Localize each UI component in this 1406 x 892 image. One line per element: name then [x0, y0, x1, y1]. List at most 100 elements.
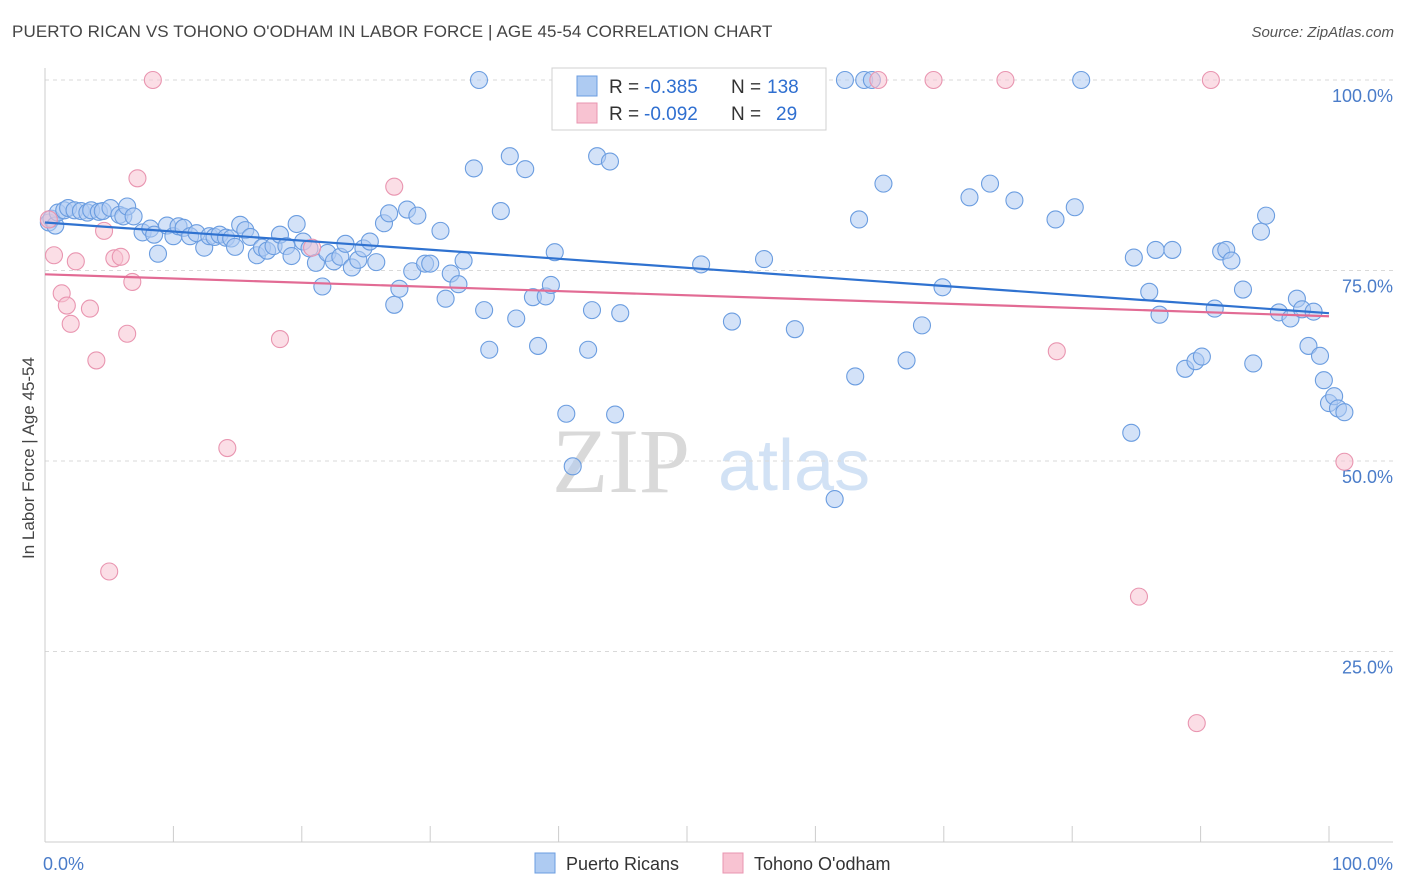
- trend-line-puerto-ricans: [44, 221, 1330, 315]
- point-puerto-ricans: [1314, 371, 1333, 390]
- point-puerto-ricans: [692, 255, 711, 274]
- point-puerto-ricans: [408, 206, 427, 225]
- bottom-legend-label-tohono-oodham: Tohono O'odham: [754, 854, 891, 874]
- point-puerto-ricans: [516, 160, 535, 179]
- point-puerto-ricans: [582, 301, 602, 320]
- point-puerto-ricans: [421, 254, 440, 273]
- point-puerto-ricans: [1335, 403, 1354, 422]
- point-puerto-ricans: [1122, 423, 1141, 442]
- point-puerto-ricans: [563, 457, 582, 476]
- point-puerto-ricans: [507, 309, 526, 328]
- data-points: [39, 70, 1354, 733]
- point-puerto-ricans: [1244, 354, 1263, 373]
- point-puerto-ricans: [1140, 282, 1159, 301]
- y-tick-label: 50.0%: [1342, 467, 1393, 487]
- point-puerto-ricans: [390, 279, 409, 298]
- source-credit: Source: ZipAtlas.com: [1251, 24, 1394, 41]
- point-tohono-oodham: [44, 246, 64, 265]
- legend-n-value-puerto-ricans: 138: [767, 77, 799, 98]
- point-puerto-ricans: [1065, 198, 1084, 217]
- legend-swatch-tohono-oodham: [576, 102, 598, 124]
- legend-n-label: N =: [731, 104, 761, 125]
- point-puerto-ricans: [846, 367, 865, 386]
- point-puerto-ricans: [436, 289, 455, 308]
- point-puerto-ricans: [722, 312, 741, 331]
- point-puerto-ricans: [529, 336, 548, 355]
- y-tick-label: 100.0%: [1332, 86, 1393, 106]
- point-puerto-ricans: [313, 277, 332, 296]
- trend-lines: [44, 221, 1330, 318]
- point-puerto-ricans: [611, 304, 630, 323]
- point-tohono-oodham: [95, 221, 114, 240]
- point-tohono-oodham: [218, 438, 237, 458]
- point-puerto-ricans: [480, 340, 499, 359]
- point-puerto-ricans: [960, 188, 979, 207]
- legend-r-label: R =: [609, 77, 639, 98]
- point-puerto-ricans: [124, 207, 143, 226]
- legend-r-label: R =: [609, 104, 639, 125]
- point-puerto-ricans: [1257, 206, 1276, 225]
- point-puerto-ricans: [500, 147, 519, 166]
- point-puerto-ricans: [385, 295, 404, 314]
- point-puerto-ricans: [1251, 222, 1270, 241]
- point-puerto-ricans: [557, 404, 576, 423]
- point-tohono-oodham: [57, 296, 76, 315]
- top-legend: R = -0.385 N = 138 R = -0.092 N = 29: [551, 67, 827, 131]
- point-tohono-oodham: [1187, 714, 1206, 733]
- point-puerto-ricans: [980, 174, 1000, 193]
- x-tick-label: 0.0%: [43, 854, 84, 874]
- point-puerto-ricans: [545, 243, 564, 262]
- point-puerto-ricans: [825, 490, 844, 509]
- point-tohono-oodham: [111, 247, 130, 266]
- legend-r-value-puerto-ricans: -0.385: [644, 77, 698, 98]
- point-puerto-ricans: [454, 251, 473, 270]
- point-tohono-oodham: [1335, 452, 1354, 471]
- bottom-legend-swatch-puerto-ricans: [534, 852, 556, 874]
- point-puerto-ricans: [1146, 240, 1165, 259]
- point-puerto-ricans: [600, 152, 620, 171]
- y-tick-label: 75.0%: [1342, 277, 1393, 297]
- point-puerto-ricans: [1299, 336, 1318, 355]
- point-puerto-ricans: [469, 70, 489, 90]
- bottom-legend: Puerto Ricans Tohono O'odham: [534, 852, 891, 874]
- point-puerto-ricans: [912, 316, 932, 335]
- point-tohono-oodham: [80, 299, 99, 318]
- legend-r-value-tohono-oodham: -0.092: [644, 104, 698, 125]
- legend-n-value-tohono-oodham: 29: [776, 104, 797, 125]
- point-puerto-ricans: [1310, 346, 1330, 365]
- point-puerto-ricans: [897, 351, 916, 370]
- point-puerto-ricans: [1046, 210, 1065, 229]
- point-puerto-ricans: [606, 405, 625, 424]
- point-tohono-oodham: [1047, 342, 1066, 361]
- point-puerto-ricans: [464, 159, 483, 178]
- point-puerto-ricans: [282, 246, 301, 266]
- point-tohono-oodham: [303, 238, 322, 257]
- point-puerto-ricans: [1124, 248, 1143, 267]
- point-puerto-ricans: [874, 174, 893, 193]
- point-puerto-ricans: [380, 204, 399, 223]
- point-puerto-ricans: [491, 202, 510, 221]
- point-tohono-oodham: [87, 351, 106, 370]
- point-puerto-ricans: [1163, 240, 1182, 259]
- bottom-legend-label-puerto-ricans: Puerto Ricans: [566, 854, 679, 874]
- point-puerto-ricans: [225, 237, 245, 256]
- point-puerto-ricans: [835, 70, 854, 90]
- point-puerto-ricans: [475, 301, 494, 320]
- point-tohono-oodham: [118, 324, 137, 343]
- point-puerto-ricans: [148, 244, 168, 263]
- point-puerto-ricans: [431, 221, 450, 240]
- point-puerto-ricans: [1150, 305, 1169, 324]
- point-puerto-ricans: [785, 320, 804, 339]
- point-puerto-ricans: [367, 253, 386, 272]
- point-tohono-oodham: [1129, 587, 1149, 606]
- axes: 25.0% 50.0% 75.0% 100.0% 0.0% 100.0%: [43, 68, 1393, 874]
- point-puerto-ricans: [1072, 70, 1091, 90]
- point-puerto-ricans: [1233, 280, 1253, 299]
- point-tohono-oodham: [996, 70, 1015, 90]
- point-puerto-ricans: [287, 214, 306, 234]
- point-tohono-oodham: [924, 70, 943, 90]
- point-puerto-ricans: [754, 250, 774, 269]
- point-puerto-ricans: [579, 340, 598, 359]
- watermark-atlas: atlas: [718, 426, 870, 506]
